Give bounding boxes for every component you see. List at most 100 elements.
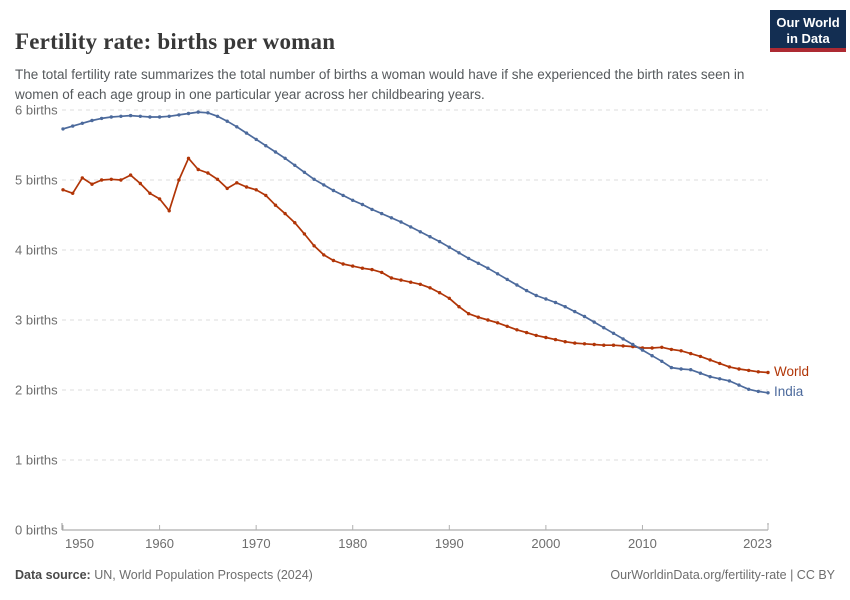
world-data-point[interactable]: [457, 305, 461, 309]
world-data-point[interactable]: [466, 312, 471, 316]
world-data-point[interactable]: [389, 276, 394, 280]
india-data-point[interactable]: [99, 116, 104, 121]
world-data-point[interactable]: [254, 188, 258, 192]
india-data-point[interactable]: [148, 115, 152, 119]
india-data-point[interactable]: [351, 198, 355, 202]
india-data-point[interactable]: [563, 305, 567, 309]
india-data-point[interactable]: [650, 354, 654, 358]
world-data-point[interactable]: [322, 253, 326, 257]
india-data-point[interactable]: [128, 113, 133, 118]
world-data-point[interactable]: [119, 178, 123, 182]
world-data-point[interactable]: [756, 370, 760, 374]
world-data-point[interactable]: [737, 367, 741, 371]
india-data-point[interactable]: [428, 235, 432, 239]
india-data-point[interactable]: [80, 121, 85, 126]
india-data-point[interactable]: [495, 272, 500, 276]
india-data-point[interactable]: [553, 300, 558, 305]
india-data-point[interactable]: [747, 387, 751, 391]
india-data-point[interactable]: [370, 207, 374, 212]
india-data-point[interactable]: [90, 118, 94, 123]
world-data-point[interactable]: [534, 333, 538, 338]
world-data-point[interactable]: [360, 266, 365, 270]
world-data-point[interactable]: [718, 361, 722, 366]
world-data-point[interactable]: [602, 343, 606, 347]
series-label-india[interactable]: India: [774, 383, 804, 399]
india-data-point[interactable]: [360, 202, 365, 207]
world-data-point[interactable]: [128, 173, 133, 177]
india-data-point[interactable]: [196, 110, 200, 114]
india-data-point[interactable]: [157, 115, 162, 119]
india-data-point[interactable]: [679, 367, 683, 371]
india-data-point[interactable]: [418, 230, 422, 234]
india-data-point[interactable]: [660, 359, 664, 363]
world-data-point[interactable]: [515, 328, 519, 332]
india-data-point[interactable]: [727, 379, 732, 383]
india-data-point[interactable]: [341, 193, 345, 198]
india-data-point[interactable]: [380, 211, 384, 216]
india-data-point[interactable]: [109, 115, 114, 119]
world-data-point[interactable]: [476, 315, 480, 319]
india-data-point[interactable]: [766, 391, 770, 395]
world-data-point[interactable]: [679, 349, 683, 353]
india-data-point[interactable]: [486, 266, 490, 270]
india-data-point[interactable]: [177, 113, 181, 117]
world-data-point[interactable]: [206, 171, 210, 175]
world-data-point[interactable]: [505, 324, 509, 328]
india-data-point[interactable]: [669, 365, 674, 370]
india-data-point[interactable]: [592, 320, 596, 324]
india-data-point[interactable]: [225, 119, 229, 123]
india-data-point[interactable]: [283, 156, 287, 160]
world-data-point[interactable]: [495, 321, 500, 325]
india-data-point[interactable]: [544, 297, 548, 301]
india-data-point[interactable]: [708, 375, 712, 379]
world-data-point[interactable]: [486, 318, 490, 322]
world-data-point[interactable]: [244, 185, 249, 189]
india-data-point[interactable]: [466, 256, 471, 261]
india-data-point[interactable]: [582, 314, 587, 319]
india-data-point[interactable]: [273, 150, 278, 154]
india-data-point[interactable]: [264, 144, 268, 148]
india-data-point[interactable]: [515, 283, 519, 287]
india-data-point[interactable]: [698, 371, 703, 375]
world-data-point[interactable]: [544, 335, 548, 340]
world-data-point[interactable]: [157, 197, 162, 201]
india-data-point[interactable]: [215, 114, 220, 119]
india-data-point[interactable]: [447, 245, 451, 249]
india-data-point[interactable]: [119, 114, 123, 119]
world-data-point[interactable]: [273, 203, 278, 207]
world-data-point[interactable]: [447, 296, 451, 300]
world-data-point[interactable]: [283, 211, 287, 216]
india-data-point[interactable]: [302, 170, 307, 174]
world-data-point[interactable]: [418, 282, 422, 286]
world-data-point[interactable]: [437, 291, 442, 295]
world-data-point[interactable]: [409, 280, 413, 284]
world-line-series[interactable]: [62, 157, 769, 374]
india-data-point[interactable]: [235, 125, 239, 129]
world-data-point[interactable]: [611, 343, 616, 347]
india-data-point[interactable]: [61, 127, 65, 131]
world-data-point[interactable]: [553, 337, 558, 342]
india-data-point[interactable]: [399, 220, 403, 224]
world-data-point[interactable]: [186, 156, 191, 160]
world-data-point[interactable]: [399, 278, 403, 282]
india-data-point[interactable]: [244, 131, 249, 135]
india-data-point[interactable]: [621, 337, 625, 341]
world-data-point[interactable]: [660, 345, 664, 349]
india-data-point[interactable]: [737, 383, 741, 387]
world-data-point[interactable]: [293, 221, 297, 225]
india-data-point[interactable]: [167, 114, 171, 119]
world-data-point[interactable]: [138, 181, 142, 186]
world-data-point[interactable]: [582, 342, 587, 346]
india-data-point[interactable]: [631, 342, 635, 347]
world-data-point[interactable]: [592, 342, 596, 347]
india-data-point[interactable]: [718, 377, 722, 381]
india-data-point[interactable]: [534, 293, 538, 298]
india-data-point[interactable]: [602, 326, 606, 330]
india-data-point[interactable]: [640, 348, 645, 352]
india-data-point[interactable]: [437, 239, 442, 244]
world-data-point[interactable]: [225, 186, 229, 191]
world-data-point[interactable]: [264, 193, 268, 198]
world-data-point[interactable]: [302, 232, 307, 236]
india-data-point[interactable]: [206, 111, 210, 115]
world-data-point[interactable]: [563, 340, 567, 344]
